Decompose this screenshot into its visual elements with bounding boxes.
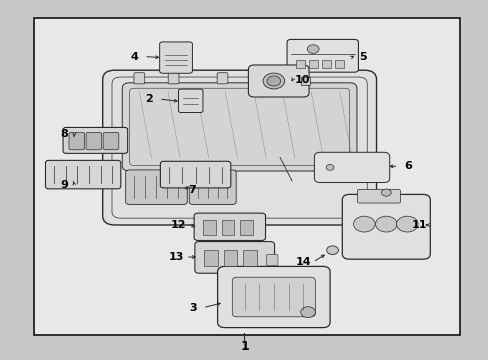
Bar (308, 60, 317, 68)
FancyBboxPatch shape (217, 73, 227, 84)
Bar (34, 18, 459, 335)
Circle shape (266, 76, 280, 86)
Bar (240, 220, 252, 235)
Circle shape (375, 216, 396, 232)
Circle shape (326, 246, 338, 255)
FancyBboxPatch shape (232, 277, 315, 317)
Bar (300, 77, 309, 85)
Text: 13: 13 (168, 252, 183, 262)
Text: 4: 4 (130, 51, 138, 62)
Bar (295, 60, 304, 68)
FancyBboxPatch shape (103, 132, 119, 150)
Text: 6: 6 (404, 161, 411, 171)
FancyBboxPatch shape (168, 73, 179, 84)
Circle shape (353, 216, 374, 232)
Bar (223, 250, 237, 266)
FancyBboxPatch shape (178, 89, 203, 112)
FancyBboxPatch shape (125, 170, 187, 204)
FancyBboxPatch shape (189, 170, 236, 204)
FancyBboxPatch shape (159, 42, 192, 73)
Bar (335, 60, 344, 68)
FancyBboxPatch shape (69, 132, 84, 150)
Text: 5: 5 (358, 51, 366, 62)
Text: 8: 8 (61, 129, 68, 139)
FancyBboxPatch shape (342, 194, 429, 259)
FancyBboxPatch shape (357, 189, 400, 203)
FancyBboxPatch shape (280, 73, 291, 84)
FancyBboxPatch shape (265, 255, 277, 266)
FancyBboxPatch shape (86, 132, 102, 150)
Text: 7: 7 (188, 185, 196, 195)
Text: 2: 2 (145, 94, 153, 104)
Text: 9: 9 (61, 180, 68, 190)
FancyBboxPatch shape (248, 65, 308, 97)
Text: 1: 1 (240, 340, 248, 353)
Bar (203, 220, 215, 235)
Circle shape (300, 307, 315, 318)
Circle shape (325, 165, 333, 170)
Text: 12: 12 (170, 220, 186, 230)
FancyBboxPatch shape (45, 161, 121, 189)
Bar (243, 250, 257, 266)
FancyBboxPatch shape (194, 242, 274, 273)
FancyBboxPatch shape (194, 213, 265, 240)
FancyBboxPatch shape (134, 73, 144, 84)
Bar (221, 220, 234, 235)
Text: 14: 14 (295, 257, 310, 267)
Text: 11: 11 (411, 220, 427, 230)
Text: 10: 10 (294, 75, 309, 85)
Circle shape (306, 45, 318, 53)
FancyBboxPatch shape (63, 127, 127, 153)
FancyBboxPatch shape (314, 152, 389, 183)
FancyBboxPatch shape (122, 83, 356, 171)
FancyBboxPatch shape (160, 161, 230, 188)
Circle shape (381, 189, 390, 196)
FancyBboxPatch shape (102, 70, 376, 225)
Circle shape (396, 216, 417, 232)
Text: 3: 3 (189, 303, 197, 313)
Circle shape (263, 73, 284, 89)
FancyBboxPatch shape (286, 40, 358, 72)
FancyBboxPatch shape (217, 266, 329, 328)
Bar (322, 60, 330, 68)
Bar (204, 250, 218, 266)
